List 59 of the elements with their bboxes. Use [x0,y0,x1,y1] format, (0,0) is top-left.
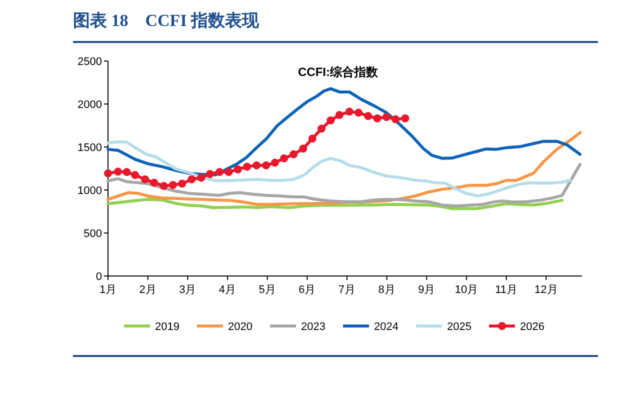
chart-title: 图表 18 CCFI 指数表现 [73,11,260,30]
point [234,165,242,174]
point [392,115,400,124]
x-tick-label: 5月 [258,284,276,296]
x-tick-label: 1月 [99,284,117,296]
legend-label: 2024 [374,321,398,333]
point [243,162,252,171]
y-tick-label: 0 [96,271,102,283]
y-tick-label: 1000 [78,185,102,197]
point [206,170,214,178]
point [280,154,288,162]
point [141,175,150,184]
y-tick-label: 2500 [78,56,102,68]
point [318,124,326,133]
point [131,171,140,180]
point [364,112,372,120]
x-tick-label: 6月 [298,284,316,296]
point [160,182,168,190]
point [122,168,131,176]
point [308,134,316,143]
point [197,174,206,182]
chart-subtitle: CCFI:综合指数 [298,65,379,79]
point [401,114,410,122]
point [290,150,298,158]
x-tick-label: 4月 [218,284,236,296]
point [326,116,335,124]
point [224,168,233,176]
x-tick-label: 2月 [139,284,156,296]
x-tick-label: 9月 [418,284,436,296]
x-tick-label: 8月 [378,284,396,296]
legend-label: 2023 [301,321,326,333]
point [188,175,196,184]
point [178,180,186,188]
point [299,144,308,153]
point [270,158,279,167]
x-tick-label: 12月 [534,284,558,296]
x-tick-label: 11月 [495,284,518,296]
legend-label: 2026 [520,321,544,333]
x-tick-label: 10月 [454,284,478,296]
point [252,161,261,170]
y-tick-label: 1500 [78,142,102,154]
point [335,111,344,120]
legend-label: 2019 [155,321,180,333]
point [373,114,382,122]
y-tick-label: 2000 [78,99,102,111]
point [114,168,122,176]
legend-label: 2020 [228,321,252,333]
legend-label: 2025 [447,321,472,333]
point [216,168,224,176]
y-tick-label: 500 [84,228,102,240]
point [382,112,390,121]
point [345,108,354,116]
point [354,108,363,117]
point [262,161,270,170]
point [104,169,112,178]
point [168,181,177,190]
point [150,178,158,187]
x-tick-label: 3月 [179,284,196,296]
x-tick-label: 7月 [338,284,356,296]
